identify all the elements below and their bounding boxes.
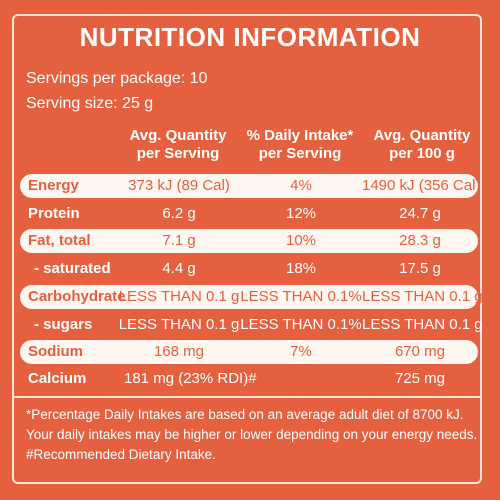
per-100g-value: 24.7 g — [399, 205, 441, 222]
per-100g-value: LESS THAN 0.1 g — [362, 288, 483, 305]
daily-intake-value: 7% — [290, 343, 312, 360]
per-100g-value: 725 mg — [394, 370, 446, 387]
row-band — [20, 229, 478, 253]
table-row-calcium: Calcium 181 mg (23% RDI)# 725 mg — [20, 367, 478, 391]
row-band — [20, 340, 478, 364]
row-band — [20, 285, 478, 309]
servings-per-package: Servings per package: 10 — [26, 70, 208, 87]
header-line: per Serving — [136, 145, 220, 162]
row-label: Energy — [28, 177, 79, 194]
page-title: NUTRITION INFORMATION — [79, 22, 421, 52]
daily-intake-value: 10% — [285, 232, 317, 249]
table-row-sugars: - sugars LESS THAN 0.1 g LESS THAN 0.1% … — [20, 313, 483, 337]
per-serving-value: 168 mg — [153, 343, 205, 360]
per-serving-value: 6.2 g — [162, 205, 196, 222]
per-100g-value: 1490 kJ (356 Cal) — [362, 177, 481, 194]
footnote-energy-needs: Your daily intakes may be higher or lowe… — [26, 427, 478, 442]
header-line: per Serving — [258, 145, 342, 162]
daily-intake-value: 4% — [290, 177, 312, 194]
footnote-daily-intake: *Percentage Daily Intakes are based on a… — [26, 407, 464, 422]
table-row-carbohydrate: Carbohydrate LESS THAN 0.1 g LESS THAN 0… — [20, 285, 483, 309]
header-line: Avg. Quantity — [129, 127, 227, 144]
row-band — [20, 174, 478, 198]
per-100g-value: LESS THAN 0.1 g — [362, 316, 483, 333]
per-100g-value: 670 mg — [394, 343, 446, 360]
per-100g-value: 28.3 g — [399, 232, 441, 249]
row-label: Carbohydrate — [28, 288, 126, 305]
row-label: Fat, total — [28, 232, 91, 249]
row-label: Calcium — [28, 370, 87, 387]
serving-size: Serving size: 25 g — [26, 95, 154, 112]
row-label: Sodium — [28, 343, 83, 360]
header-daily-intake: % Daily Intake* per Serving — [238, 127, 362, 163]
per-100g-value: 17.5 g — [399, 260, 441, 277]
label-border — [12, 14, 482, 484]
table-row-fat-total: Fat, total 7.1 g 10% 28.3 g — [20, 229, 478, 253]
daily-intake-value: LESS THAN 0.1% — [240, 288, 362, 305]
table-row-protein: Protein 6.2 g 12% 24.7 g — [20, 202, 478, 226]
header-line: % Daily Intake* — [246, 127, 354, 144]
row-label: - sugars — [34, 316, 93, 333]
table-row-energy: Energy 373 kJ (89 Cal) 4% 1490 kJ (356 C… — [20, 174, 481, 198]
table-row-saturated: - saturated 4.4 g 18% 17.5 g — [20, 257, 478, 281]
header-line: Avg. Quantity — [373, 127, 471, 144]
per-serving-value: LESS THAN 0.1 g — [118, 288, 240, 305]
header-avg-per-100g: Avg. Quantity per 100 g — [362, 127, 482, 163]
row-label: - saturated — [34, 260, 111, 277]
daily-intake-value: 12% — [285, 205, 317, 222]
per-serving-value: 373 kJ (89 Cal) — [128, 177, 230, 194]
footnotes: *Percentage Daily Intakes are based on a… — [26, 405, 486, 465]
header-avg-per-serving: Avg. Quantity per Serving — [118, 127, 238, 163]
per-serving-value: 181 mg (23% RDI)# — [124, 370, 257, 387]
per-serving-value: 7.1 g — [162, 232, 196, 249]
table-row-sodium: Sodium 168 mg 7% 670 mg — [20, 340, 478, 364]
daily-intake-value: LESS THAN 0.1% — [240, 316, 362, 333]
divider — [12, 396, 482, 398]
daily-intake-value: 18% — [285, 260, 317, 277]
footnote-rdi: #Recommended Dietary Intake. — [26, 447, 216, 462]
row-label: Protein — [28, 205, 80, 222]
per-serving-value: 4.4 g — [162, 260, 196, 277]
per-serving-value: LESS THAN 0.1 g — [118, 316, 240, 333]
header-line: per 100 g — [389, 145, 455, 162]
